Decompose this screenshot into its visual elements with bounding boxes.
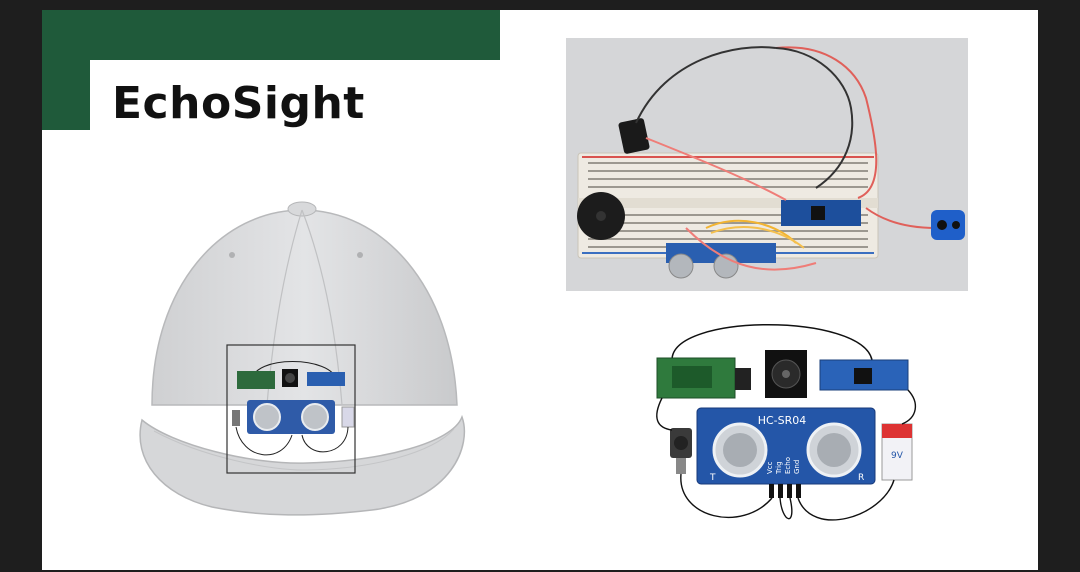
breadboard-photo (566, 38, 968, 291)
battery-label: 9V (891, 451, 904, 461)
sensor-side-T: T (709, 473, 716, 483)
title-accent-bar (42, 10, 90, 130)
slide-title: EchoSight (112, 78, 365, 129)
pin-trig: Trig (775, 461, 783, 475)
pin-vcc: Vcc (766, 461, 774, 474)
sensor-side-R: R (858, 473, 864, 483)
pin-echo: Echo (784, 457, 792, 474)
circuit-diagram: HC-SR04 T R Vcc Trig Echo Gnd (632, 318, 922, 546)
slide: EchoSight (42, 10, 1038, 570)
circuit-illustration: HC-SR04 T R Vcc Trig Echo Gnd (656, 324, 917, 521)
pin-gnd: Gnd (793, 460, 801, 474)
title-accent-band (42, 10, 500, 60)
cap-illustration (139, 201, 466, 516)
cap-image (132, 195, 472, 525)
sensor-label: HC-SR04 (758, 414, 807, 427)
breadboard-illustration (566, 38, 968, 291)
